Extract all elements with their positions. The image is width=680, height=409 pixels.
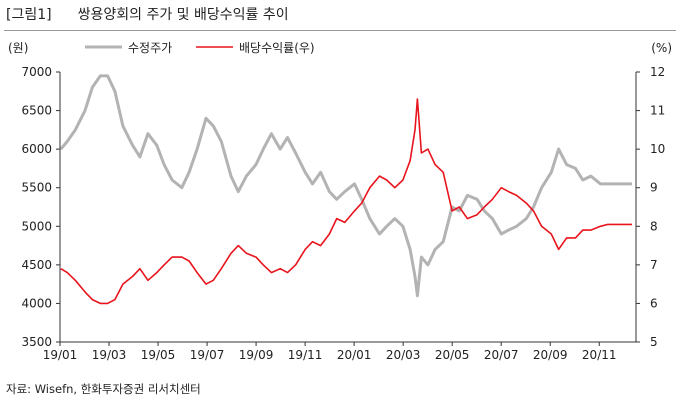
right-tick-label: 12 bbox=[650, 65, 665, 79]
left-axis-unit: (원) bbox=[8, 41, 28, 55]
right-axis-unit: (%) bbox=[651, 41, 672, 55]
left-axis-ticks: 3500 4000 4500 5000 5500 6000 6500 7000 bbox=[21, 65, 60, 349]
x-tick-label: 20/07 bbox=[484, 348, 519, 362]
left-tick-label: 5000 bbox=[21, 219, 52, 233]
x-tick-label: 20/03 bbox=[386, 348, 421, 362]
left-tick-label: 3500 bbox=[21, 335, 52, 349]
left-tick-label: 6500 bbox=[21, 104, 52, 118]
right-axis-ticks: 5 6 7 8 9 10 11 12 bbox=[636, 65, 665, 349]
x-tick-label: 20/05 bbox=[435, 348, 470, 362]
x-axis-ticks: 19/01 19/03 19/05 19/07 19/09 19/11 20/01 20/03… bbox=[43, 342, 617, 362]
right-tick-label: 7 bbox=[650, 258, 658, 272]
x-tick-label: 19/05 bbox=[141, 348, 176, 362]
series-line-yield bbox=[60, 98, 632, 305]
x-tick-label: 19/11 bbox=[288, 348, 323, 362]
right-tick-label: 10 bbox=[650, 142, 665, 156]
right-tick-label: 11 bbox=[650, 104, 665, 118]
x-tick-label: 20/01 bbox=[337, 348, 372, 362]
line-chart: (원) (%) 수정주가 배당수익률(우) 350040004500500055… bbox=[8, 41, 672, 362]
title-divider bbox=[4, 30, 676, 31]
right-tick-label: 8 bbox=[650, 219, 658, 233]
right-tick-label: 9 bbox=[650, 181, 658, 195]
legend-label-price: 수정주가 bbox=[128, 41, 172, 55]
right-tick-label: 6 bbox=[650, 296, 658, 310]
left-tick-label: 4000 bbox=[21, 296, 52, 310]
legend-label-yield: 배당수익률(우) bbox=[239, 41, 315, 55]
figure-label: [그림1] bbox=[6, 7, 52, 23]
x-tick-label: 20/11 bbox=[582, 348, 617, 362]
legend: 수정주가 배당수익률(우) bbox=[85, 41, 315, 55]
figure-title: [그림1] 쌍용양회의 주가 및 배당수익률 추이 bbox=[6, 4, 289, 24]
left-tick-label: 6000 bbox=[21, 142, 52, 156]
x-tick-label: 19/01 bbox=[43, 348, 78, 362]
series-line-price bbox=[59, 74, 632, 298]
left-tick-label: 7000 bbox=[21, 65, 52, 79]
x-tick-label: 19/03 bbox=[92, 348, 127, 362]
figure-title-text: 쌍용양회의 주가 및 배당수익률 추이 bbox=[77, 7, 289, 23]
x-tick-label: 19/07 bbox=[190, 348, 225, 362]
left-tick-label: 4500 bbox=[21, 258, 52, 272]
x-tick-label: 19/09 bbox=[239, 348, 274, 362]
left-tick-label: 5500 bbox=[21, 181, 52, 195]
x-tick-label: 20/09 bbox=[533, 348, 568, 362]
right-tick-label: 5 bbox=[650, 335, 658, 349]
source-note: 자료: Wisefn, 한화투자증권 리서치센터 bbox=[6, 382, 201, 396]
